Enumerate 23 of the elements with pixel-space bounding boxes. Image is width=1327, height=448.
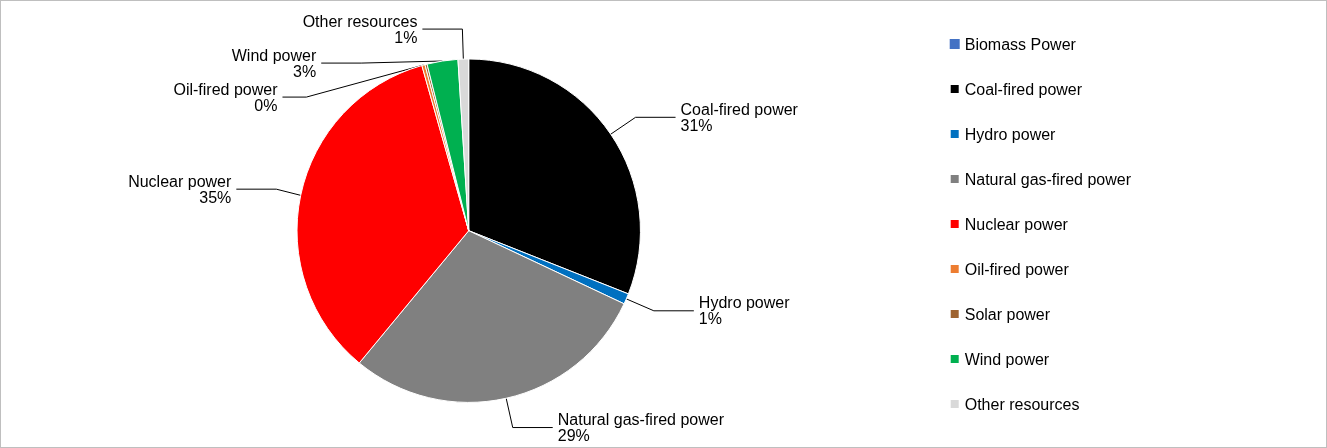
data-label: 29% bbox=[557, 427, 590, 445]
legend-label: Wind power bbox=[964, 350, 1050, 368]
legend-label: Nuclear power bbox=[964, 215, 1069, 233]
slice-label: Nuclear power bbox=[128, 172, 232, 190]
slice-label: Wind power bbox=[231, 46, 317, 64]
data-label: 31% bbox=[680, 116, 713, 134]
legend-label: Hydro power bbox=[964, 125, 1057, 143]
slice-label: Coal-fired power bbox=[680, 100, 799, 118]
legend-label: Oil-fired power bbox=[964, 260, 1070, 278]
slice-label: Natural gas-fired power bbox=[557, 411, 725, 429]
slice-label: Other resources bbox=[302, 12, 418, 30]
slice-label: Oil-fired power bbox=[173, 80, 279, 98]
data-label: 0% bbox=[254, 96, 278, 114]
legend-label: Natural gas-fired power bbox=[964, 170, 1132, 188]
data-label: 1% bbox=[394, 28, 418, 46]
legend-label: Solar power bbox=[964, 305, 1051, 323]
legend-label: Other resources bbox=[964, 395, 1080, 413]
legend-label: Coal-fired power bbox=[964, 80, 1083, 98]
data-label: 35% bbox=[199, 188, 232, 206]
slice-label: Hydro power bbox=[698, 294, 791, 312]
legend-label: Biomass Power bbox=[964, 35, 1077, 53]
data-label: 3% bbox=[293, 62, 317, 80]
data-label: 1% bbox=[698, 310, 722, 328]
